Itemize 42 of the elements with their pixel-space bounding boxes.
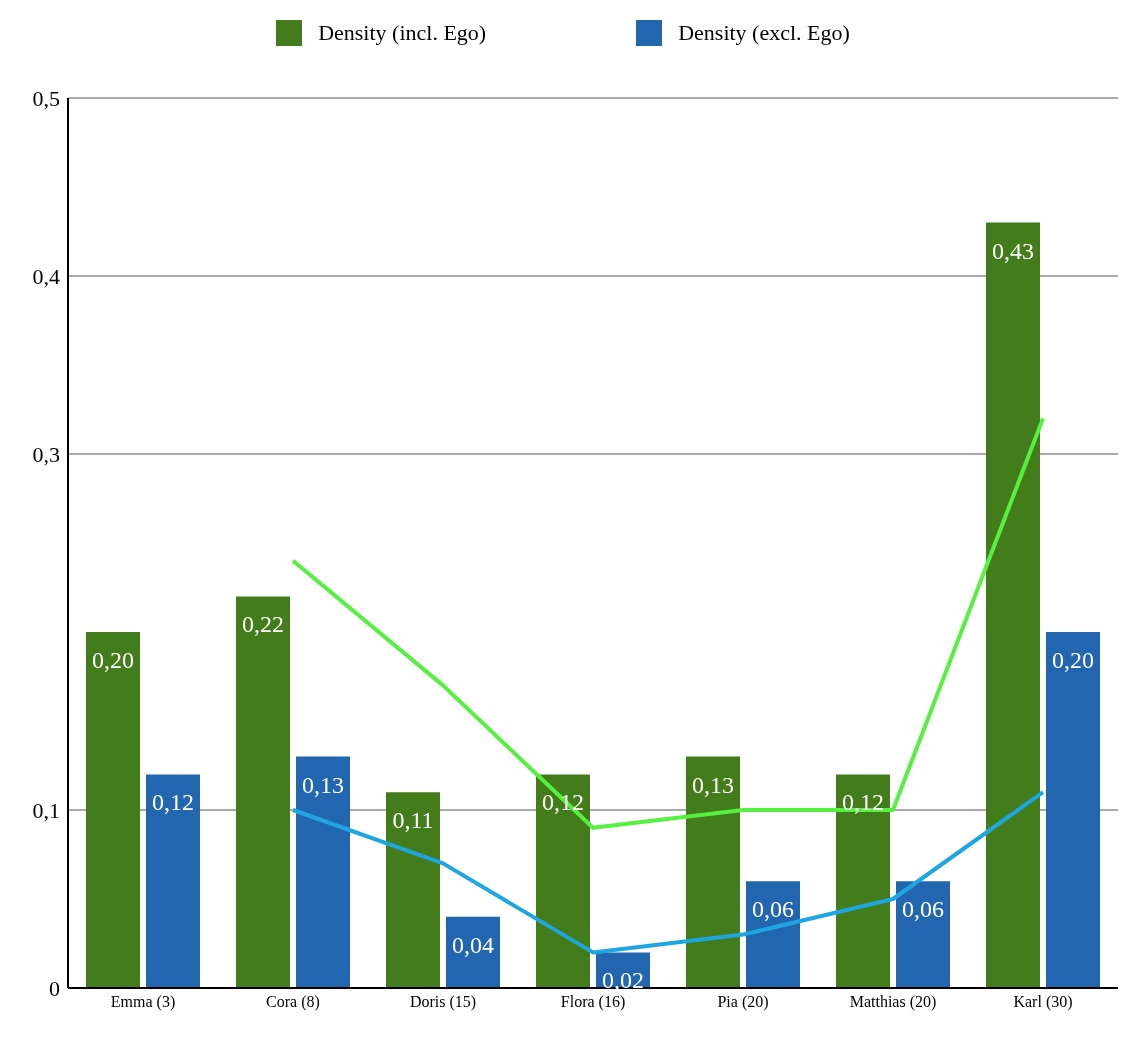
bar — [146, 774, 200, 988]
y-tick-label: 0,5 — [32, 85, 60, 111]
line-series — [291, 416, 1045, 830]
data-label: 0,06 — [902, 896, 944, 923]
bar — [896, 881, 950, 988]
bar — [86, 632, 140, 988]
legend-label: Density (incl. Ego) — [318, 20, 487, 46]
data-label: 0,12 — [542, 789, 584, 816]
bar — [746, 881, 800, 988]
bar — [296, 756, 350, 988]
y-tick-label: 0 — [49, 975, 60, 1001]
x-tick-label: Karl (30) — [1013, 993, 1073, 1012]
y-tick-label: 0,3 — [32, 441, 60, 467]
bar — [536, 774, 590, 988]
data-label: 0,22 — [242, 611, 284, 638]
data-label: 0,06 — [752, 896, 794, 923]
data-label: 0,43 — [992, 237, 1034, 264]
x-tick-label: Pia (20) — [717, 993, 769, 1012]
bar — [836, 774, 890, 988]
bar — [446, 916, 500, 988]
x-tick-label: Flora (16) — [560, 993, 626, 1012]
data-label: 0,12 — [152, 789, 194, 816]
legend-label: Density (excl. Ego) — [678, 20, 850, 46]
data-label: 0,02 — [602, 967, 644, 994]
x-tick-label: Matthias (20) — [849, 993, 937, 1012]
y-tick-label: 0,4 — [32, 263, 60, 289]
bar — [686, 756, 740, 988]
bar — [1046, 632, 1100, 988]
x-tick-label: Doris (15) — [409, 993, 477, 1012]
data-label: 0,04 — [452, 931, 494, 958]
data-label: 0,11 — [392, 807, 434, 834]
bar — [236, 596, 290, 988]
x-tick-label: Emma (3) — [110, 993, 176, 1012]
data-label: 0,20 — [92, 647, 134, 673]
data-label: 0,13 — [302, 771, 344, 798]
x-tick-label: Cora (8) — [266, 993, 320, 1012]
data-label: 0,13 — [692, 771, 734, 798]
bar — [986, 222, 1040, 988]
y-tick-label: 0,1 — [32, 797, 60, 823]
data-label: 0,20 — [1052, 647, 1094, 673]
data-label: 0,12 — [842, 789, 884, 816]
bar — [386, 792, 440, 988]
